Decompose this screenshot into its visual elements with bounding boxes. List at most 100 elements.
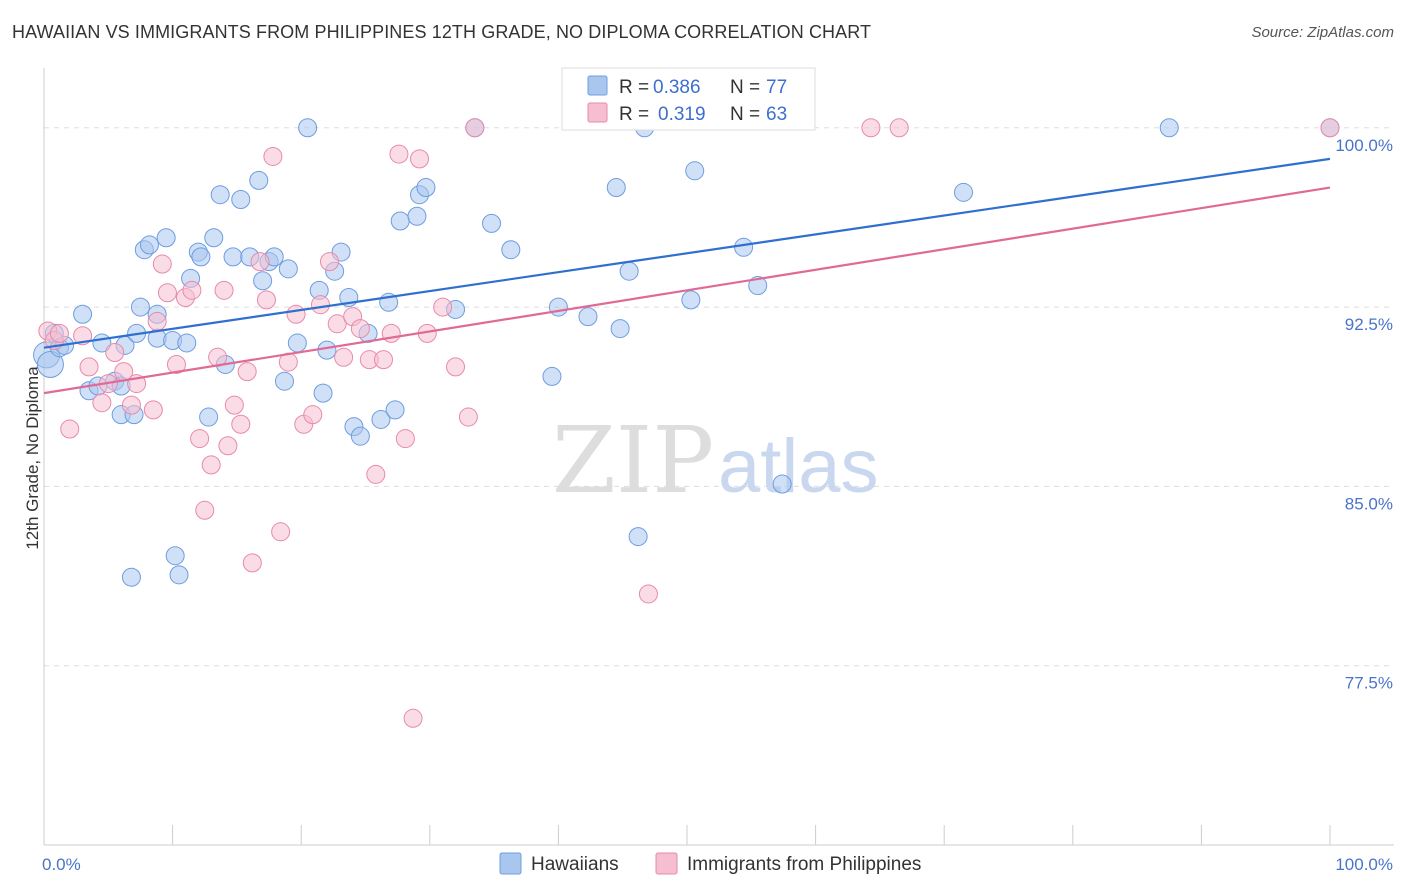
bottom-legend-label-philippines: Immigrants from Philippines (687, 854, 921, 875)
legend-n-value-philippines: 63 (766, 104, 787, 125)
legend-swatch-hawaiians (587, 75, 608, 96)
x-tick-label-min: 0.0% (42, 855, 81, 874)
data-point (143, 400, 163, 420)
watermark-atlas: atlas (718, 424, 879, 509)
data-point (73, 326, 93, 346)
data-point (458, 407, 478, 427)
data-point (166, 354, 186, 374)
legend-r-value-hawaiians: 0.386 (653, 77, 701, 98)
y-axis-title: 12th Grade, No Diploma (23, 366, 42, 550)
data-point (578, 307, 598, 327)
data-point (327, 314, 347, 334)
data-point (334, 347, 354, 367)
data-point (861, 118, 881, 138)
bottom-legend-swatch-philippines (655, 852, 678, 875)
y-tick-label: 92.5% (1345, 315, 1393, 334)
data-point (366, 464, 386, 484)
data-point (1159, 118, 1179, 138)
data-point (371, 409, 391, 429)
data-point (403, 708, 423, 728)
data-point (685, 161, 705, 181)
data-point (317, 340, 337, 360)
data-point (274, 371, 294, 391)
data-point (638, 584, 658, 604)
data-point (1320, 118, 1340, 138)
data-point (199, 407, 219, 427)
bottom-legend-label-hawaiians: Hawaiians (531, 854, 619, 875)
data-point (169, 565, 189, 585)
data-point (92, 393, 112, 413)
data-point (628, 527, 648, 547)
data-point (105, 343, 125, 363)
data-point (619, 261, 639, 281)
data-point (953, 182, 973, 202)
data-point (482, 213, 502, 233)
data-point (748, 276, 768, 296)
data-point (49, 323, 69, 343)
data-point (121, 567, 141, 587)
data-point (501, 240, 521, 260)
trend-line-hawaiians (43, 157, 1331, 349)
data-point (681, 290, 701, 310)
data-point (214, 280, 234, 300)
gridlines (44, 127, 1394, 667)
x-tick-labels: 0.0% 100.0% (42, 855, 1393, 874)
data-point (889, 118, 909, 138)
data-point (60, 419, 80, 439)
data-point (374, 350, 394, 370)
data-point (772, 474, 792, 494)
legend-r-label: R = (619, 77, 649, 98)
data-point (223, 247, 243, 267)
watermark: ZIP atlas (552, 407, 879, 514)
data-point (385, 400, 405, 420)
data-point (610, 319, 630, 339)
data-point (190, 429, 210, 449)
x-tick-label-max: 100.0% (1335, 855, 1393, 874)
data-point (157, 283, 177, 303)
y-tick-label: 77.5% (1345, 674, 1393, 693)
legend-n-label: N = (730, 104, 760, 125)
data-point (195, 500, 215, 520)
stats-legend: R = 0.386 N = 77 R = 0.319 N = 63 (561, 67, 816, 131)
legend-n-label: N = (730, 77, 760, 98)
data-point (165, 546, 185, 566)
data-point (121, 395, 141, 415)
data-point (350, 319, 370, 339)
series-legend: Hawaiians Immigrants from Philippines (499, 852, 921, 875)
data-point (271, 522, 291, 542)
series-hawaiians-points (33, 118, 1340, 587)
data-point (204, 228, 224, 248)
data-point (210, 185, 230, 205)
data-point (177, 333, 197, 353)
data-point (73, 304, 93, 324)
trend-line-philippines (43, 186, 1331, 395)
data-point (249, 170, 269, 190)
data-point (390, 211, 410, 231)
data-point (606, 178, 626, 198)
data-point (389, 144, 409, 164)
data-point (416, 178, 436, 198)
data-point (182, 280, 202, 300)
data-point (256, 290, 276, 310)
y-tick-labels: 77.5% 85.0% 92.5% 100.0% (1335, 136, 1393, 693)
bottom-legend-swatch-hawaiians (499, 852, 522, 875)
data-point (310, 295, 330, 315)
data-point (298, 118, 318, 138)
data-point (130, 297, 150, 317)
data-point (201, 455, 221, 475)
data-point (36, 350, 64, 378)
data-point (191, 247, 211, 267)
legend-n-value-hawaiians: 77 (766, 77, 787, 98)
source-credit: Source: ZipAtlas.com (1251, 24, 1394, 41)
chart-title: HAWAIIAN VS IMMIGRANTS FROM PHILIPPINES … (12, 22, 872, 42)
data-point (79, 357, 99, 377)
axes (43, 68, 1394, 846)
data-point (433, 297, 453, 317)
data-point (548, 297, 568, 317)
data-point (286, 304, 306, 324)
data-point (237, 362, 257, 382)
data-point (395, 429, 415, 449)
data-point (278, 259, 298, 279)
data-point (242, 553, 262, 573)
